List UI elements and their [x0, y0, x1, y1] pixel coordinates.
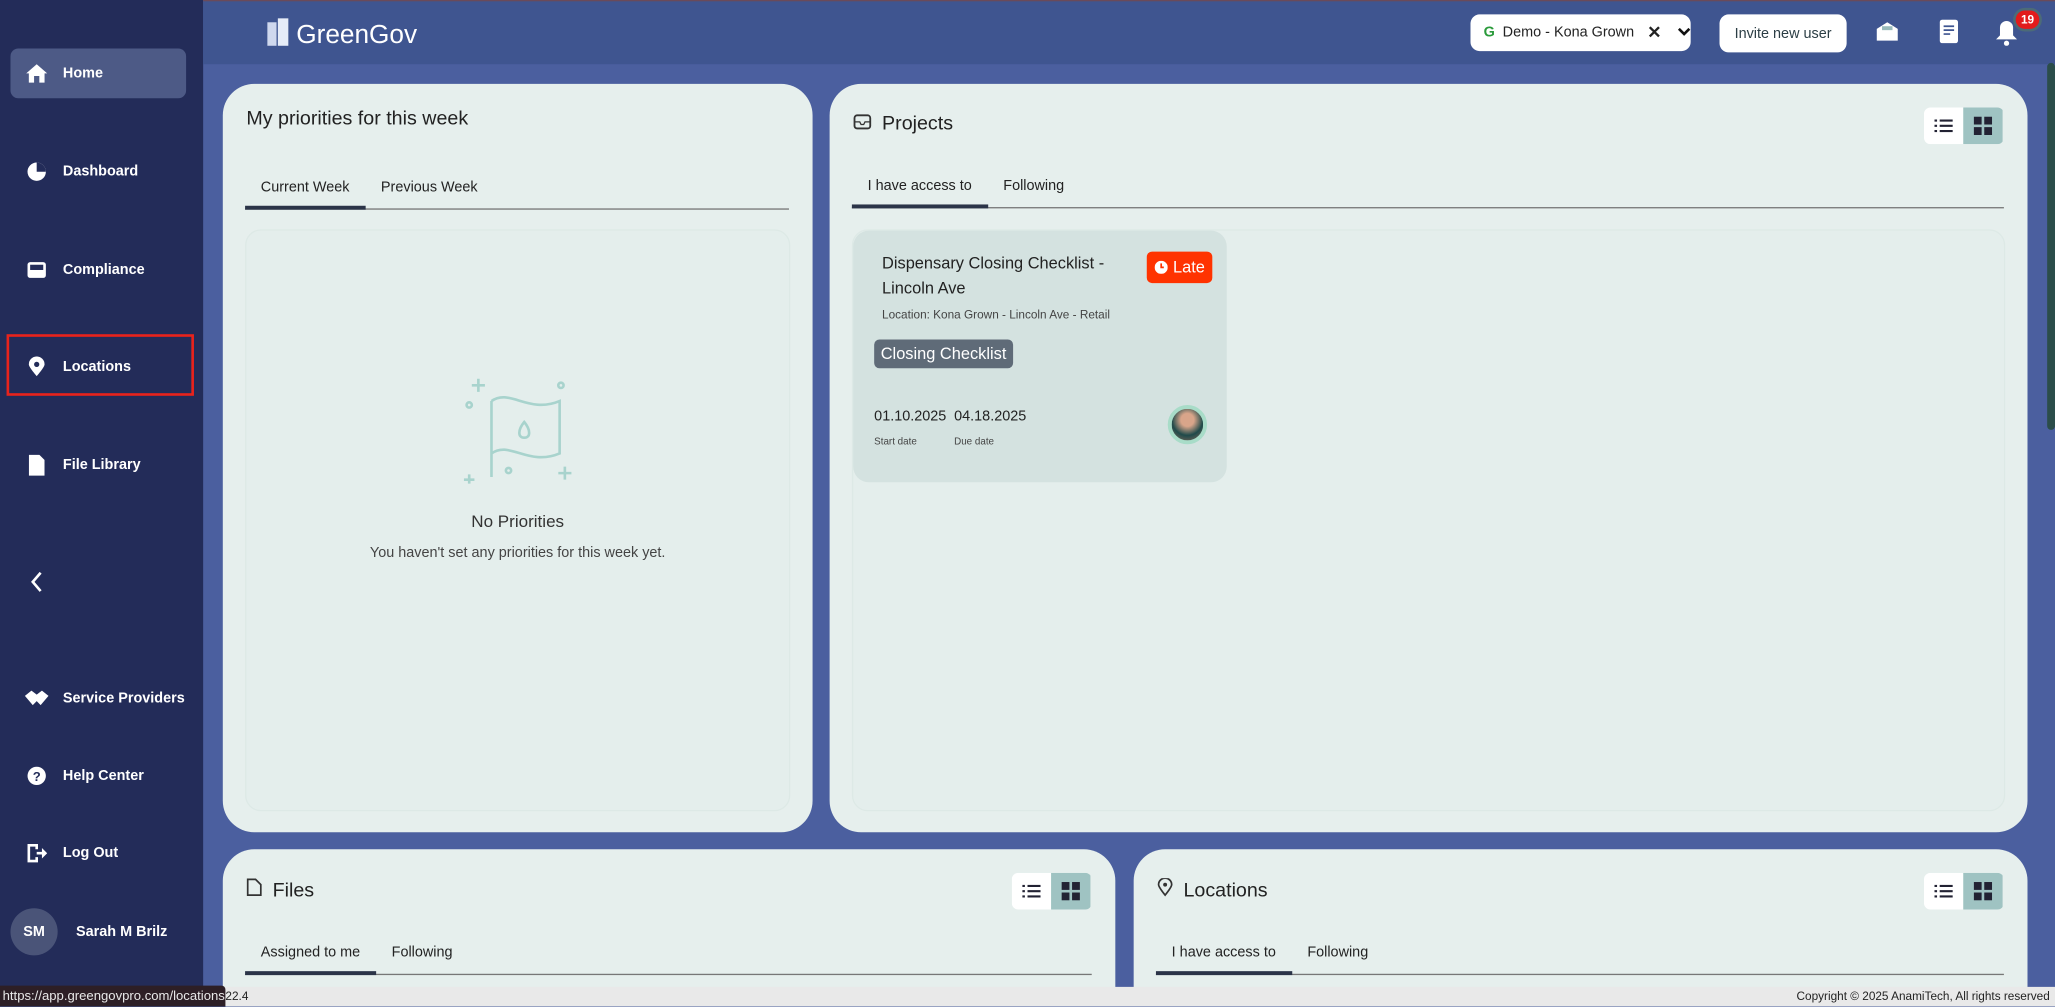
file-icon: [24, 454, 50, 476]
sidebar: Home Dashboard Compliance Locations File…: [0, 0, 204, 1007]
sidebar-item-help-center[interactable]: ? Help Center: [10, 751, 186, 801]
files-card: Files Assigned to me Following: [222, 849, 1116, 1007]
version: 22.4: [225, 989, 249, 1003]
map-pin-icon: [24, 356, 50, 377]
pie-chart-icon: [24, 161, 50, 182]
view-toggle: [1923, 107, 2004, 145]
tab-i-have-access-to[interactable]: I have access to: [851, 168, 988, 209]
empty-text: You haven't set any priorities for this …: [369, 545, 666, 561]
building-icon: [265, 17, 291, 54]
chevron-left-icon: [24, 571, 50, 592]
list-view-button[interactable]: [1923, 872, 1964, 910]
due-date: 04.18.2025: [954, 408, 1027, 425]
tab-assigned-to-me[interactable]: Assigned to me: [245, 934, 376, 976]
chevron-down-icon[interactable]: [1677, 25, 1690, 41]
document-icon[interactable]: [1939, 19, 1959, 50]
footer: 22.4 Copyright © 2025 AnamiTech, All rig…: [203, 986, 2055, 1007]
avatar: SM: [10, 908, 58, 956]
flag-icon: [463, 372, 581, 490]
project-title[interactable]: Dispensary Closing Checklist - Lincoln A…: [882, 254, 1105, 298]
tab-i-have-access-to[interactable]: I have access to: [1155, 934, 1292, 976]
leaf-icon: G: [1483, 24, 1495, 41]
sidebar-item-locations[interactable]: Locations: [10, 342, 186, 392]
card-title: Files: [246, 878, 314, 902]
clock-icon: [1154, 260, 1168, 274]
inbox-icon: [853, 113, 872, 135]
sidebar-item-home[interactable]: Home: [10, 48, 187, 99]
locations-tabs: I have access to Following: [1155, 934, 2004, 976]
grid-view-button[interactable]: [1963, 107, 2003, 145]
list-view-button[interactable]: [1011, 872, 1052, 910]
invite-user-button[interactable]: Invite new user: [1719, 14, 1847, 53]
tab-following[interactable]: Following: [391, 944, 453, 961]
bell-icon[interactable]: [1995, 20, 2019, 53]
collapse-sidebar-button[interactable]: [10, 557, 62, 607]
list-view-button[interactable]: [1923, 107, 1964, 145]
card-title: Locations: [1157, 877, 1268, 902]
handshake-icon: [24, 689, 50, 707]
due-date-label: Due date: [954, 435, 995, 447]
scrollbar[interactable]: [2047, 62, 2055, 430]
tab-current-week[interactable]: Current Week: [245, 169, 366, 210]
highlight-box: [6, 334, 194, 396]
home-icon: [24, 63, 50, 84]
grid-view-button[interactable]: [1963, 872, 2003, 910]
org-selector[interactable]: G Demo - Kona Grown ✕: [1470, 14, 1691, 52]
user-profile[interactable]: SM Sarah M Brilz: [10, 908, 168, 956]
view-toggle: [1923, 872, 2004, 910]
notification-badge: 19: [2013, 7, 2042, 32]
mail-icon[interactable]: [1875, 21, 1899, 49]
top-bar: GreenGov G Demo - Kona Grown ✕ Invite ne…: [203, 0, 2055, 65]
priorities-tabs: Current Week Previous Week: [245, 169, 789, 210]
file-icon: [246, 878, 262, 902]
assignee-avatar[interactable]: [1167, 404, 1208, 445]
locations-card: Locations I have access to Following: [1133, 849, 2028, 1007]
status-url-tooltip: https://app.greengovpro.com/locations: [0, 985, 226, 1007]
sidebar-item-service-providers[interactable]: Service Providers: [10, 674, 186, 724]
card-title: My priorities for this week: [246, 107, 469, 130]
tab-following[interactable]: Following: [1307, 944, 1369, 961]
priorities-card: My priorities for this week Current Week…: [222, 83, 813, 833]
logout-icon: [24, 843, 50, 864]
sidebar-item-compliance[interactable]: Compliance: [10, 245, 186, 295]
tab-previous-week[interactable]: Previous Week: [380, 179, 478, 196]
project-location: Location: Kona Grown - Lincoln Ave - Ret…: [882, 307, 1110, 322]
logo[interactable]: GreenGov: [265, 17, 417, 54]
map-pin-icon: [1157, 877, 1173, 902]
files-tabs: Assigned to me Following: [245, 934, 1092, 976]
empty-title: No Priorities: [471, 511, 565, 531]
svg-text:?: ?: [33, 769, 41, 784]
start-date: 01.10.2025: [874, 408, 947, 425]
sidebar-item-file-library[interactable]: File Library: [10, 440, 186, 490]
status-badge: Late: [1146, 251, 1213, 284]
start-date-label: Start date: [874, 435, 917, 447]
view-toggle: [1011, 872, 1092, 910]
copyright: Copyright © 2025 AnamiTech, All rights r…: [1796, 989, 2050, 1003]
priorities-empty-state: No Priorities You haven't set any priori…: [245, 229, 791, 812]
projects-tabs: I have access to Following: [851, 168, 2004, 209]
user-name: Sarah M Brilz: [76, 923, 168, 940]
sidebar-item-dashboard[interactable]: Dashboard: [10, 147, 186, 197]
project-tag: Closing Checklist: [874, 339, 1013, 369]
project-card[interactable]: Dispensary Closing Checklist - Lincoln A…: [853, 230, 1227, 483]
inbox-icon: [24, 261, 50, 279]
card-title: Projects: [853, 113, 953, 135]
grid-view-button[interactable]: [1051, 872, 1091, 910]
sidebar-item-log-out[interactable]: Log Out: [10, 828, 186, 878]
help-icon: ?: [24, 765, 50, 786]
clear-icon[interactable]: ✕: [1647, 22, 1662, 42]
tab-following[interactable]: Following: [1003, 178, 1065, 194]
